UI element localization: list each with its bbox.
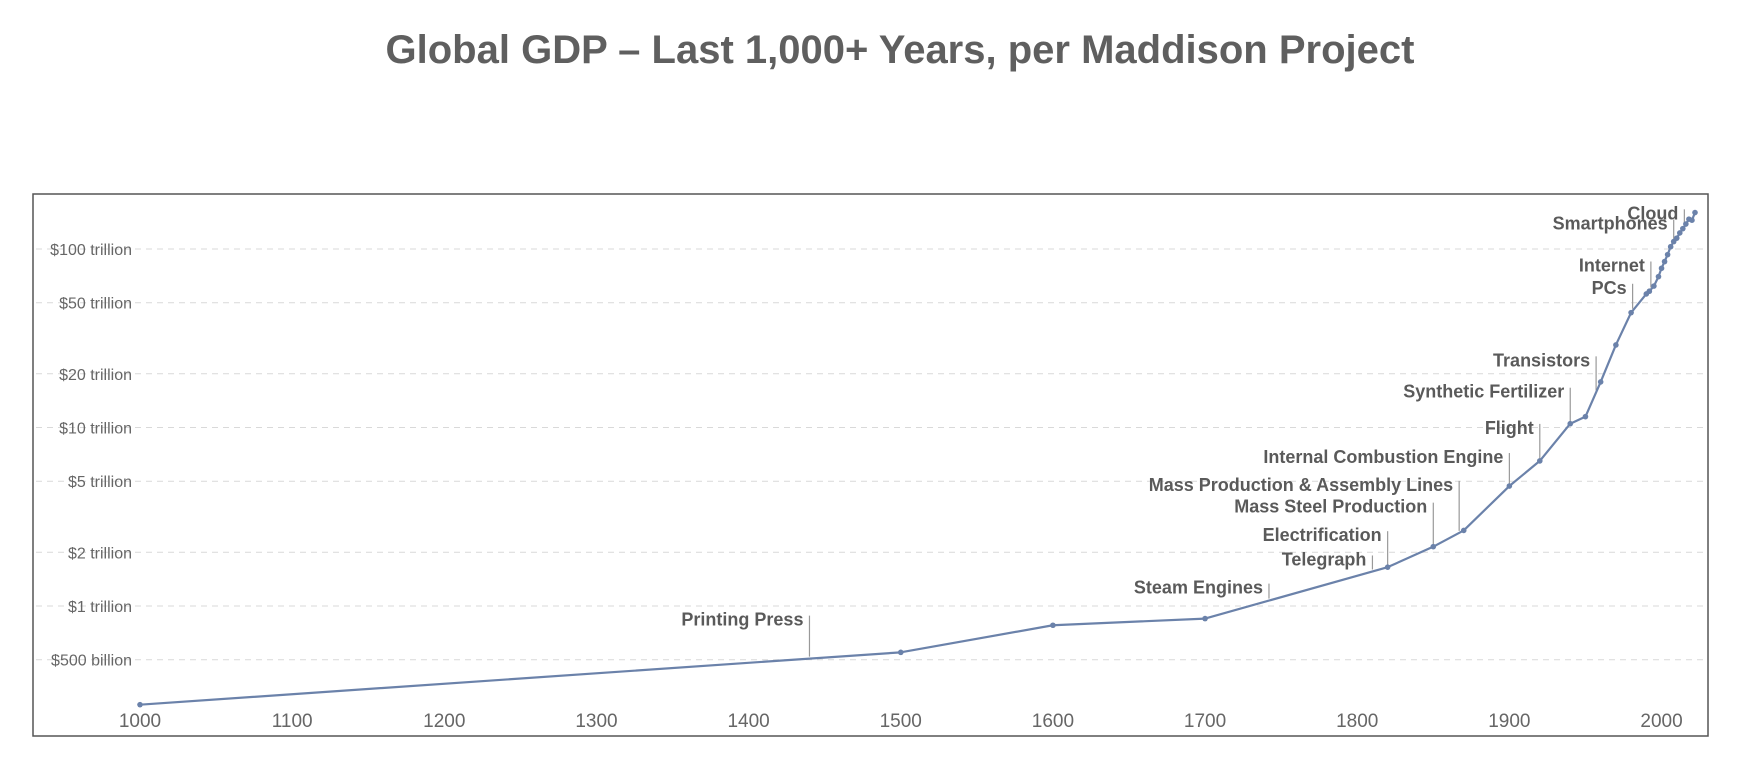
- y-tick-label: $1 trillion: [68, 599, 132, 616]
- data-point: [1680, 225, 1686, 232]
- data-point: [1664, 251, 1671, 258]
- x-tick-label: 1600: [1032, 711, 1074, 732]
- annotation-label: PCs: [1592, 278, 1627, 298]
- series: [137, 209, 1698, 708]
- x-tick-label: 2000: [1640, 711, 1682, 732]
- annotation-label: Flight: [1485, 418, 1534, 438]
- data-point: [1658, 265, 1665, 272]
- annotation-label: Transistors: [1493, 350, 1590, 370]
- data-point: [1673, 235, 1680, 241]
- data-point: [1646, 288, 1653, 295]
- data-point: [1689, 217, 1695, 223]
- data-point: [1655, 273, 1662, 280]
- data-point: [1506, 483, 1513, 489]
- x-tick-label: 1700: [1184, 711, 1226, 732]
- data-point: [1582, 413, 1589, 420]
- x-tick-label: 1800: [1336, 711, 1378, 732]
- y-tick-label: $50 trillion: [59, 296, 132, 313]
- annotation-label: Smartphones: [1553, 214, 1668, 234]
- annotation-label: Mass Production & Assembly Lines: [1149, 475, 1453, 495]
- data-point: [1202, 615, 1208, 622]
- y-tick-label: $20 trillion: [59, 367, 132, 384]
- data-point: [1667, 243, 1674, 250]
- y-tick-label: $500 billion: [51, 653, 132, 670]
- x-tick-label: 1900: [1488, 711, 1530, 732]
- y-tick-label: $2 trillion: [68, 545, 132, 562]
- plot-frame: [32, 193, 1709, 737]
- x-tick-label: 1300: [575, 711, 617, 732]
- data-point: [1567, 420, 1574, 427]
- data-point: [1597, 379, 1604, 385]
- data-point: [1683, 221, 1689, 227]
- annotations: Printing Press Steam Engines Telegraph Elec…: [681, 203, 1685, 657]
- data-point: [1676, 230, 1683, 236]
- annotation-label: Internal Combustion Engine: [1263, 447, 1503, 467]
- y-tick-label: $100 trillion: [50, 242, 132, 259]
- annotation-label: Printing Press: [681, 610, 803, 630]
- data-point: [1430, 543, 1437, 550]
- data-point: [1537, 458, 1543, 464]
- x-axis-ticks: 1000 1100 1200 1300 1400 1500 1600 1700 1800 1900…: [119, 711, 1683, 732]
- data-point: [1628, 309, 1634, 316]
- x-tick-label: 1500: [880, 711, 922, 732]
- data-point: [1460, 527, 1467, 534]
- annotation-label: Electrification: [1263, 525, 1382, 545]
- data-point: [1661, 258, 1668, 265]
- annotation-label: Steam Engines: [1134, 578, 1263, 598]
- annotation-label: Mass Steel Production: [1234, 497, 1427, 517]
- annotation-label: Internet: [1579, 256, 1645, 276]
- chart-title: Global GDP – Last 1,000+ Years, per Madd…: [385, 28, 1415, 72]
- data-point: [1692, 209, 1698, 216]
- y-tick-label: $5 trillion: [68, 474, 132, 491]
- annotation-label: Telegraph: [1282, 549, 1367, 569]
- data-point: [1050, 622, 1056, 629]
- data-point: [1384, 564, 1391, 570]
- annotation-label: Synthetic Fertilizer: [1403, 382, 1564, 402]
- x-tick-label: 1100: [272, 711, 313, 732]
- x-tick-label: 1000: [119, 711, 161, 732]
- annotation-label: Cloud: [1627, 203, 1678, 223]
- data-point: [897, 649, 904, 656]
- y-tick-label: $10 trillion: [59, 421, 132, 438]
- data-point: [137, 701, 143, 708]
- data-point: [1651, 283, 1657, 289]
- data-point: [1613, 342, 1619, 348]
- x-tick-label: 1200: [423, 711, 465, 732]
- y-axis-ticks: $500 billion $1 trillion $2 trillion $5 tri…: [50, 242, 132, 670]
- gridlines: [36, 248, 1705, 661]
- x-tick-label: 1400: [727, 711, 769, 732]
